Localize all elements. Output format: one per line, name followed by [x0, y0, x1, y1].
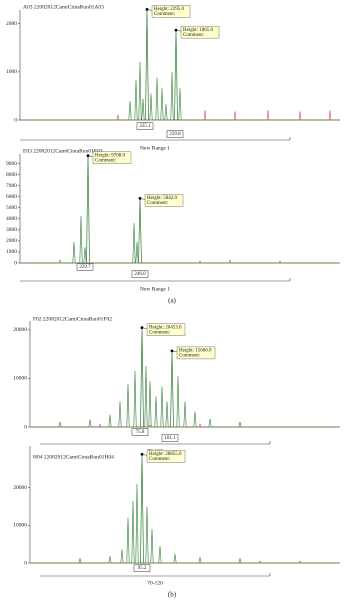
- callout: [144, 194, 184, 207]
- allele-box: [131, 270, 149, 278]
- allele-box: [166, 130, 184, 138]
- peak: [140, 327, 144, 428]
- callout-line: [141, 454, 148, 456]
- allele-label: 246.0: [134, 272, 146, 277]
- allele-box: [161, 434, 179, 442]
- allele-box: [133, 564, 151, 572]
- allele-label: 75.8: [136, 430, 145, 435]
- y-tick-label: 2000: [6, 238, 17, 244]
- y-tick-label: 3000: [6, 227, 17, 233]
- callout-line: [141, 327, 148, 329]
- y-tick-label: 6000: [6, 194, 17, 200]
- callout: [151, 5, 191, 18]
- y-tick-label: 1000: [6, 249, 17, 255]
- trace: [30, 365, 340, 428]
- y-tick-label: 5000: [6, 205, 17, 211]
- y-tick-label: 0: [14, 117, 17, 123]
- callout: [92, 151, 132, 164]
- trace-red: [20, 110, 340, 121]
- allele-label: 239.8: [169, 132, 181, 137]
- peak: [140, 454, 144, 564]
- callout: [176, 346, 216, 360]
- trace: [30, 483, 340, 564]
- trace-red: [30, 423, 340, 428]
- callout-height: Height: 2295.0: [154, 7, 184, 12]
- peak: [145, 9, 149, 121]
- callout-height: Height: 5842.0: [147, 196, 177, 201]
- callout: [146, 323, 186, 336]
- callout-comment: Comment:: [149, 457, 170, 462]
- sample-name: A03 22082012CamiCintaRun01A03: [23, 4, 104, 10]
- y-tick-label: 0: [24, 424, 27, 430]
- callout-comment: Comment:: [149, 330, 170, 335]
- callout-height: Height: 9708.0: [95, 153, 125, 158]
- peak: [86, 155, 90, 264]
- sample-name: H04 22082012CamiCintaRun01H04: [33, 454, 114, 460]
- caption: (a): [168, 297, 176, 305]
- callout-line: [146, 9, 153, 11]
- callout: [146, 450, 186, 463]
- range-label: 70-120: [147, 580, 163, 586]
- callout-line: [175, 29, 182, 32]
- sample-name: F02 22082012CamiCintaRun01F02: [33, 316, 112, 322]
- callout-comment: Comment:: [154, 12, 175, 17]
- peak: [174, 30, 178, 121]
- trace-red: [20, 259, 340, 264]
- caption: (b): [168, 591, 177, 599]
- trace-red: [30, 560, 340, 564]
- callout: [180, 25, 220, 39]
- y-tick-label: 0: [24, 560, 27, 566]
- callout-height: Height: 20453.0: [149, 325, 182, 330]
- trace: [20, 215, 340, 264]
- callout-comment: Comment:: [147, 201, 168, 206]
- callout-height: Height: 28855.0: [149, 452, 182, 457]
- allele-box: [131, 428, 149, 436]
- y-tick-label: 0: [14, 260, 17, 266]
- callout-line: [171, 350, 178, 353]
- callout-line: [87, 155, 94, 157]
- allele-box: [76, 263, 94, 271]
- y-tick-label: 7000: [6, 183, 17, 189]
- callout-height: Height: 1865.0: [183, 28, 213, 33]
- y-tick-label: 2000: [6, 21, 17, 27]
- peak: [138, 198, 142, 264]
- y-tick-label: 4000: [6, 216, 17, 222]
- callout-line: [139, 198, 146, 200]
- sample-name: E03 22082012CamiCintaRun01E03: [23, 148, 103, 154]
- trace: [20, 61, 340, 121]
- y-tick-label: 20000: [13, 485, 27, 491]
- y-tick-label: 10000: [13, 376, 27, 382]
- allele-box: [136, 122, 154, 130]
- allele-label: 229.7: [79, 265, 91, 270]
- range-label: New Range 1: [140, 145, 170, 151]
- y-tick-label: 20000: [13, 327, 27, 333]
- allele-label: 225.1: [139, 124, 151, 129]
- y-tick-label: 1000: [6, 69, 17, 75]
- callout-comment: Comment:: [183, 33, 204, 38]
- range-label: New Range 1: [140, 286, 170, 292]
- allele-label: 101.1: [164, 436, 176, 441]
- peak: [170, 350, 174, 428]
- y-tick-label: 10000: [13, 523, 27, 529]
- allele-label: 95.2: [138, 566, 147, 571]
- y-tick-label: 9000: [6, 161, 17, 167]
- callout-height: Height: 15666.0: [179, 349, 212, 354]
- callout-comment: Comment:: [179, 354, 200, 359]
- callout-comment: Comment:: [95, 158, 116, 163]
- y-tick-label: 8000: [6, 172, 17, 178]
